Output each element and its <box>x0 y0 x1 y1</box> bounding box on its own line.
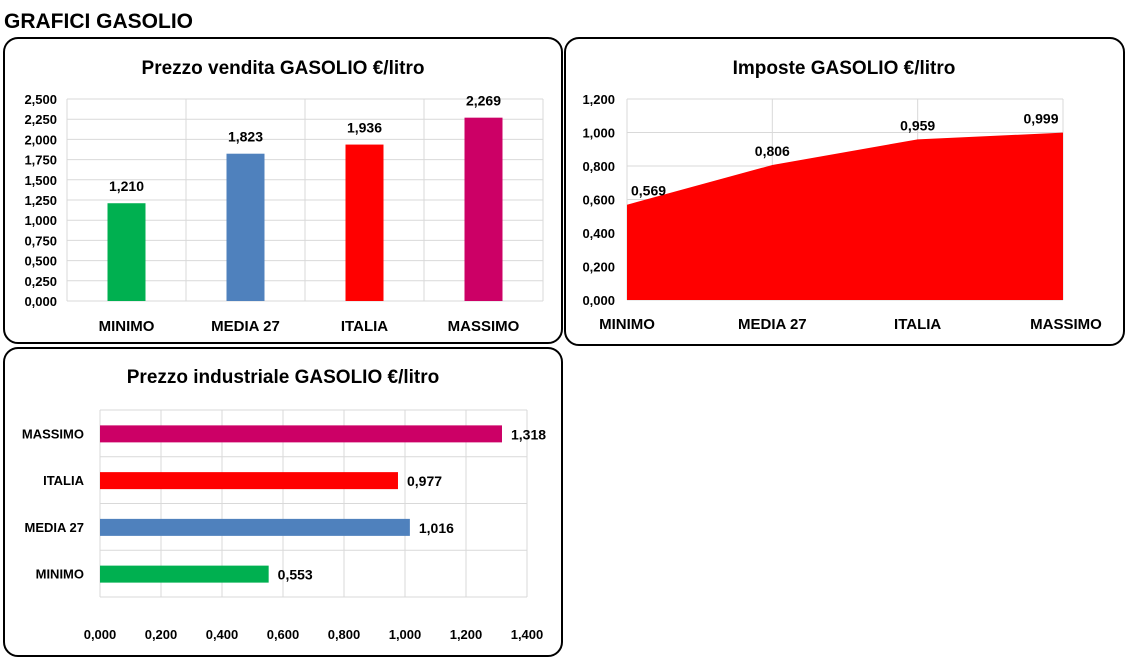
data-label: 0,977 <box>407 473 442 489</box>
y-tick-label: 0,800 <box>582 159 615 174</box>
bar-minimo <box>107 203 146 301</box>
x-tick-label: 0,800 <box>328 627 361 642</box>
data-label: 0,569 <box>631 183 666 199</box>
y-tick-label: 0,400 <box>582 226 615 241</box>
bar-italia <box>100 472 398 490</box>
bar-italia <box>345 144 384 301</box>
y-tick-label: MINIMO <box>36 567 84 582</box>
y-tick-label: 0,500 <box>24 254 57 269</box>
bar-massimo <box>464 117 503 302</box>
data-label: 1,936 <box>347 120 382 136</box>
x-tick-label: 0,600 <box>267 627 300 642</box>
y-tick-label: MEDIA 27 <box>25 520 84 535</box>
chart-prezzo-industriale: 0,000 0,200 0,400 0,600 0,800 1,000 1,200 1,400… <box>22 409 546 642</box>
bar-minimo <box>100 565 269 583</box>
y-tick-label: 1,200 <box>582 92 615 107</box>
x-tick-label: MEDIA 27 <box>738 316 807 333</box>
chart-title-imposte: Imposte GASOLIO €/litro <box>733 58 956 79</box>
x-tick-label: 0,000 <box>84 627 117 642</box>
y-tick-label: 0,200 <box>582 260 615 275</box>
data-label: 0,553 <box>278 567 313 583</box>
data-label: 1,823 <box>228 129 263 145</box>
x-tick-label: 1,000 <box>389 627 422 642</box>
data-label: 0,806 <box>755 143 790 159</box>
data-label: 1,210 <box>109 178 144 194</box>
y-tick-label: 0,600 <box>582 193 615 208</box>
y-tick-label: 0,750 <box>24 233 57 248</box>
x-tick-label: ITALIA <box>894 316 941 333</box>
x-tick-label: 1,400 <box>511 627 544 642</box>
y-tick-label: 1,000 <box>582 126 615 141</box>
y-tick-label: 0,000 <box>24 294 57 309</box>
x-tick-label: 0,200 <box>145 627 178 642</box>
data-label: 0,999 <box>1023 111 1058 127</box>
y-tick-label: ITALIA <box>43 473 85 488</box>
x-tick-label: MASSIMO <box>1030 316 1102 333</box>
chart-prezzo-vendita: 0,000 0,250 0,500 0,750 1,000 1,250 1,500 1,750… <box>24 92 544 335</box>
x-tick-label: 1,200 <box>450 627 483 642</box>
y-tick-label: 1,750 <box>24 153 57 168</box>
y-tick-label: 0,000 <box>582 293 615 308</box>
bar-media-27 <box>100 518 410 536</box>
y-tick-label: 0,250 <box>24 274 57 289</box>
x-tick-label: MASSIMO <box>448 318 520 335</box>
data-label: 2,269 <box>466 93 501 109</box>
chart-title-prezzo-industriale: Prezzo industriale GASOLIO €/litro <box>127 367 440 388</box>
x-tick-label: ITALIA <box>341 318 388 335</box>
bar-massimo <box>100 425 502 443</box>
y-tick-label: 2,000 <box>24 132 57 147</box>
data-label: 0,959 <box>900 117 935 133</box>
data-label: 1,318 <box>511 426 546 442</box>
page-title: GRAFICI GASOLIO <box>4 10 193 33</box>
x-tick-label: MINIMO <box>599 316 655 333</box>
x-tick-label: MEDIA 27 <box>211 318 280 335</box>
x-tick-label: 0,400 <box>206 627 239 642</box>
chart-title-prezzo-vendita: Prezzo vendita GASOLIO €/litro <box>142 58 425 79</box>
y-tick-label: MASSIMO <box>22 426 84 441</box>
y-tick-label: 1,500 <box>24 173 57 188</box>
y-tick-label: 1,250 <box>24 193 57 208</box>
data-label: 1,016 <box>419 520 454 536</box>
bar-media-27 <box>226 153 265 301</box>
chart-imposte: 0,000 0,200 0,400 0,600 0,800 1,000 1,200 0,569… <box>582 92 1102 333</box>
area-series <box>627 132 1063 300</box>
y-tick-label: 2,500 <box>24 92 57 107</box>
y-tick-label: 1,000 <box>24 213 57 228</box>
x-tick-label: MINIMO <box>99 318 155 335</box>
y-tick-label: 2,250 <box>24 112 57 127</box>
